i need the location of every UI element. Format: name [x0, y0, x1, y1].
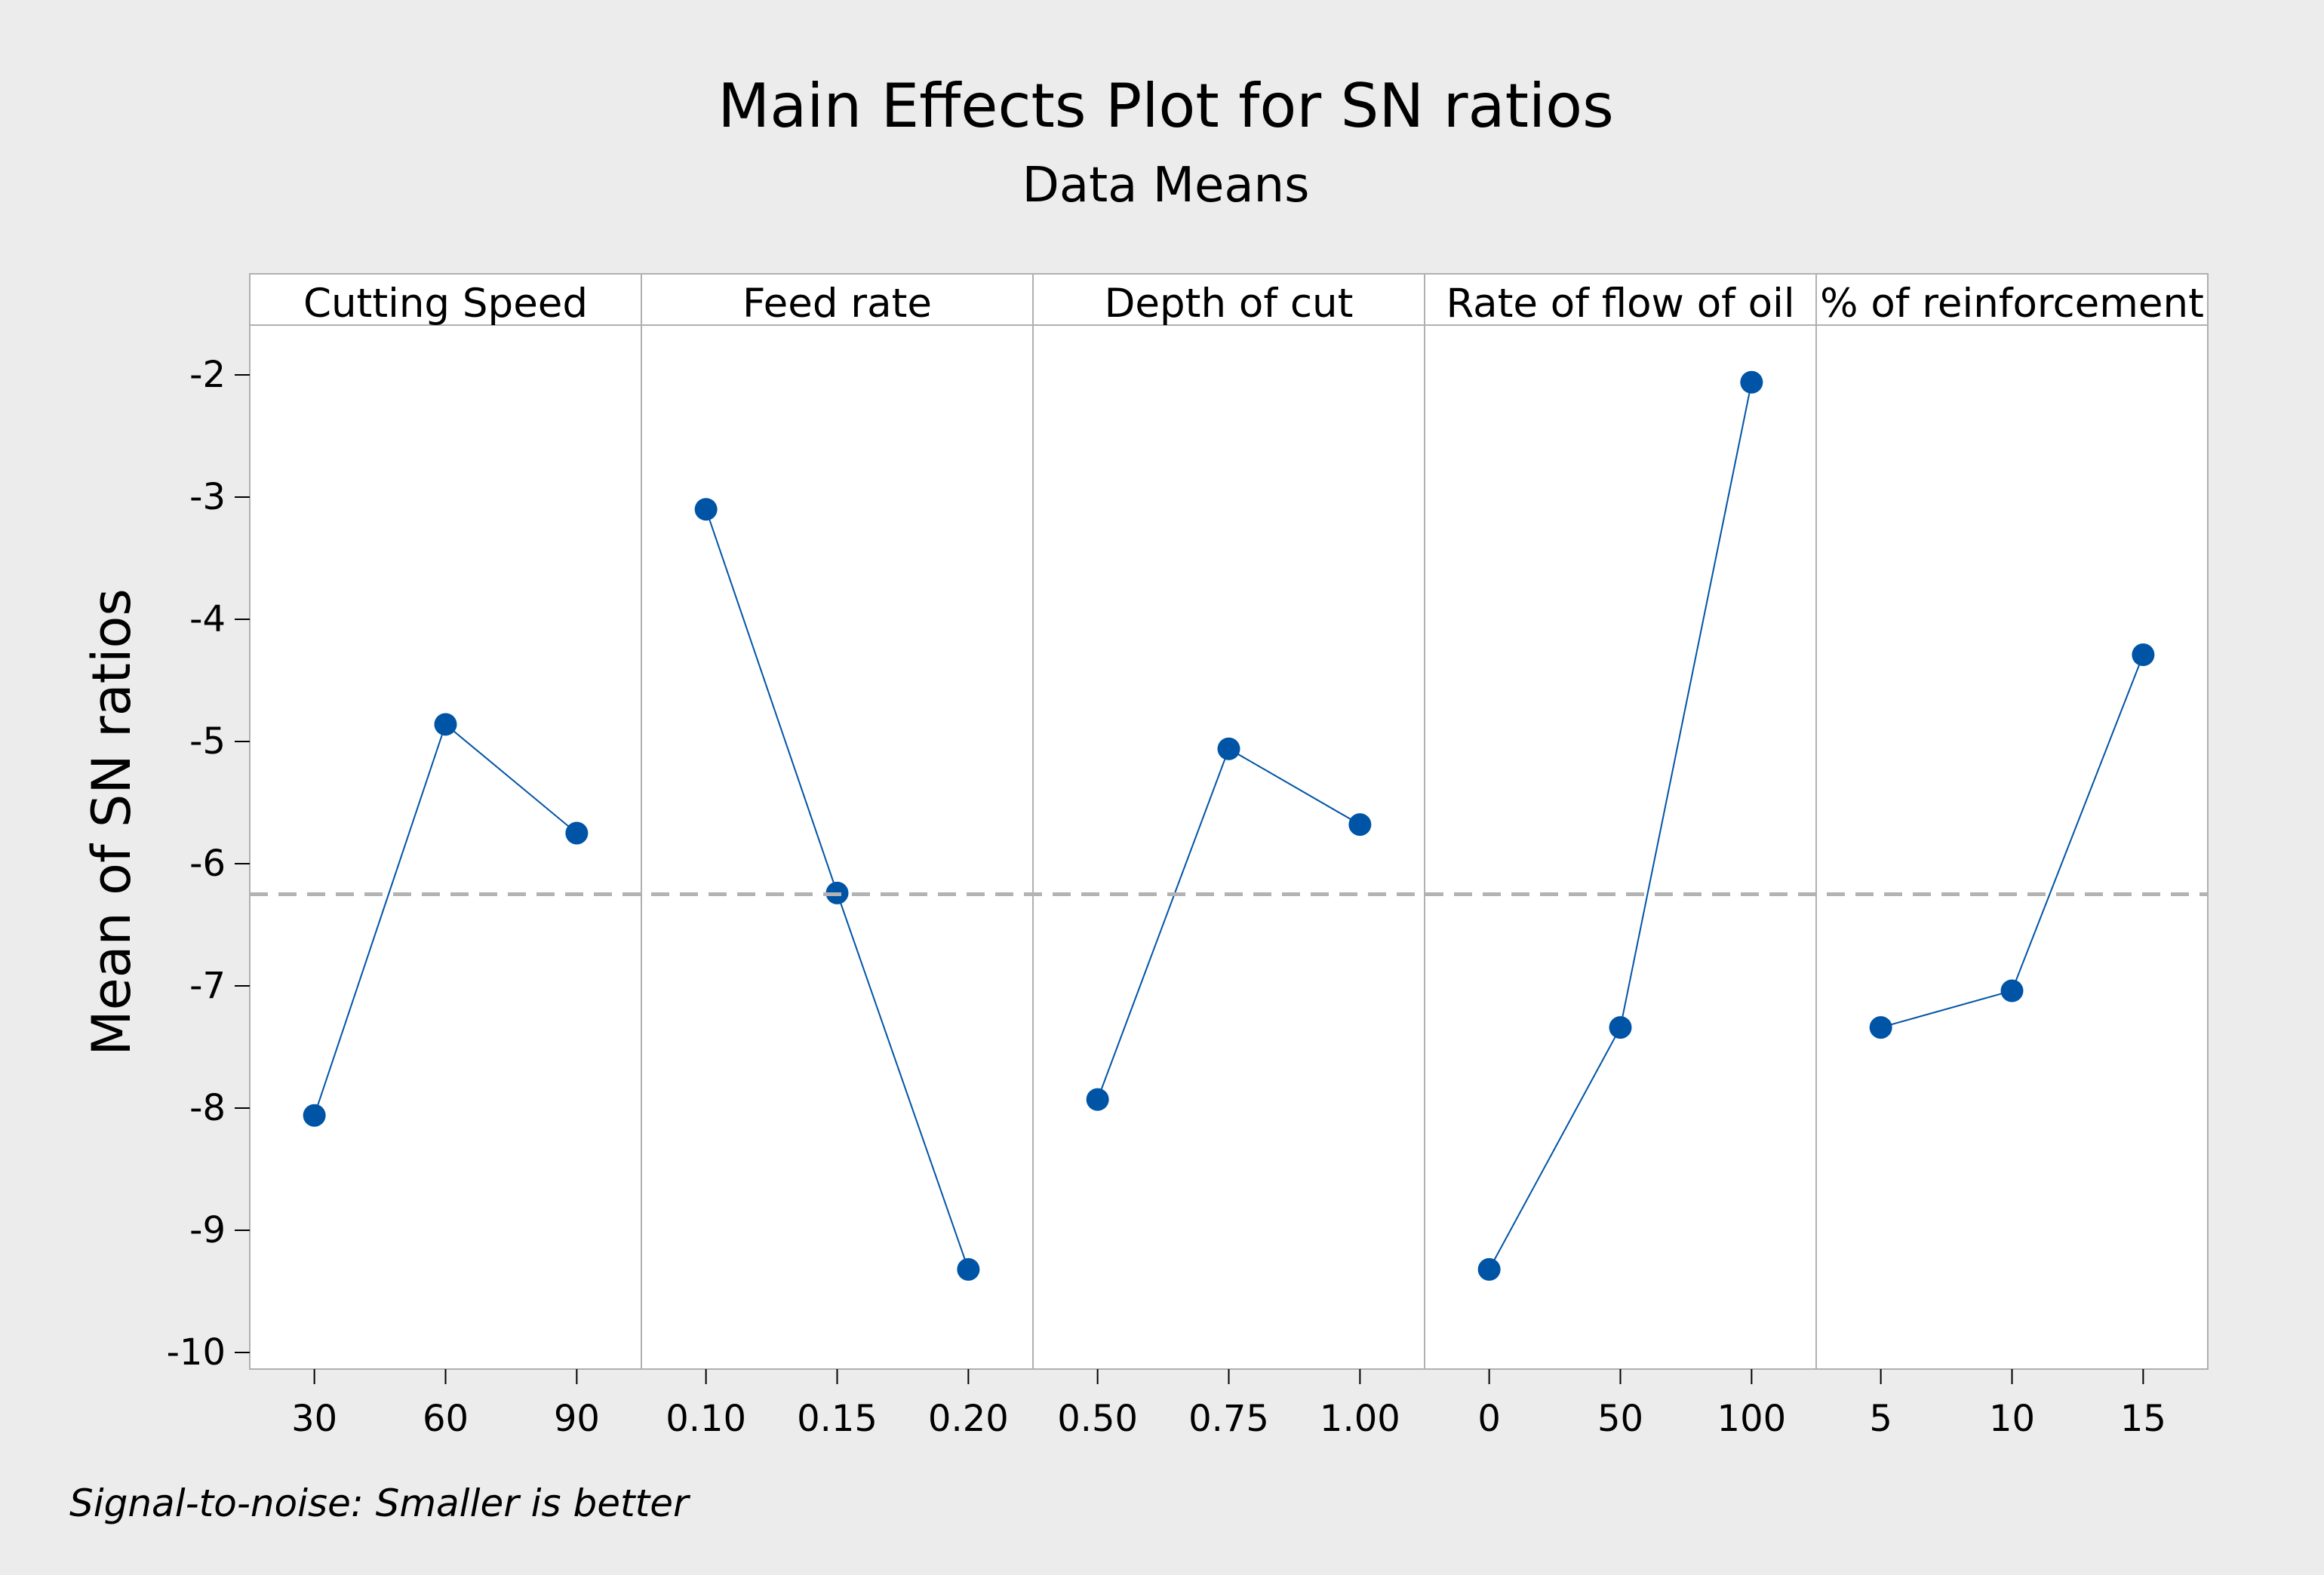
data-point	[2132, 643, 2155, 666]
data-point	[565, 821, 589, 845]
data-point	[1477, 1257, 1501, 1281]
x-tick-label: 5	[1869, 1398, 1892, 1440]
x-tick-label: 0.10	[666, 1398, 746, 1440]
x-tick-label: 60	[423, 1398, 469, 1440]
x-tick-label: 0.20	[928, 1398, 1009, 1440]
panel-header: Rate of flow of oil	[1446, 281, 1794, 327]
panel-header: Cutting Speed	[303, 281, 588, 327]
data-point	[434, 713, 457, 736]
plot-layer: -2 -3 -4 -5 -6 -7 -8 -9 -10 Cutting Speed 30 60 90 Fe…	[167, 274, 2208, 1440]
footnote: Signal-to-noise: Smaller is better	[69, 1481, 691, 1525]
data-point	[694, 498, 718, 521]
data-point	[1217, 737, 1240, 760]
panel-header: Feed rate	[742, 281, 932, 327]
x-tick-label: 30	[291, 1398, 337, 1440]
data-point	[1869, 1016, 1892, 1039]
y-tick-label: -10	[167, 1331, 226, 1374]
panel-header: Depth of cut	[1105, 281, 1354, 327]
data-point	[1609, 1016, 1632, 1039]
chart-title: Main Effects Plot for SN ratios	[718, 71, 1614, 141]
y-tick-label: -4	[189, 598, 226, 640]
x-tick-label: 100	[1717, 1398, 1787, 1440]
y-tick-label: -3	[189, 476, 226, 518]
y-tick-label: -9	[189, 1209, 226, 1251]
plot-background	[249, 273, 2209, 1370]
x-tick-label: 0.50	[1057, 1398, 1138, 1440]
x-tick-label: 0	[1477, 1398, 1501, 1440]
x-tick-label: 1.00	[1320, 1398, 1400, 1440]
y-tick-label: -6	[189, 843, 226, 885]
data-point	[1086, 1088, 1109, 1111]
x-tick-label: 15	[2120, 1398, 2166, 1440]
y-tick-label: -2	[189, 354, 226, 396]
data-point	[957, 1257, 980, 1281]
y-tick-label: -5	[189, 720, 226, 763]
data-point	[1348, 813, 1372, 837]
panel-header: % of reinforcement	[1820, 281, 2204, 327]
data-point	[2000, 979, 2024, 1002]
data-point	[1740, 370, 1763, 394]
x-tick-label: 0.15	[797, 1398, 878, 1440]
x-tick-label: 90	[554, 1398, 600, 1440]
y-tick-label: -8	[189, 1087, 226, 1129]
y-axis-label: Mean of SN ratios	[81, 588, 143, 1056]
x-tick-label: 0.75	[1188, 1398, 1269, 1440]
x-tick-label: 50	[1597, 1398, 1643, 1440]
y-tick-label: -7	[189, 965, 226, 1007]
x-tick-label: 10	[1989, 1398, 2035, 1440]
data-point	[303, 1104, 326, 1127]
chart-subtitle: Data Means	[1022, 158, 1310, 213]
